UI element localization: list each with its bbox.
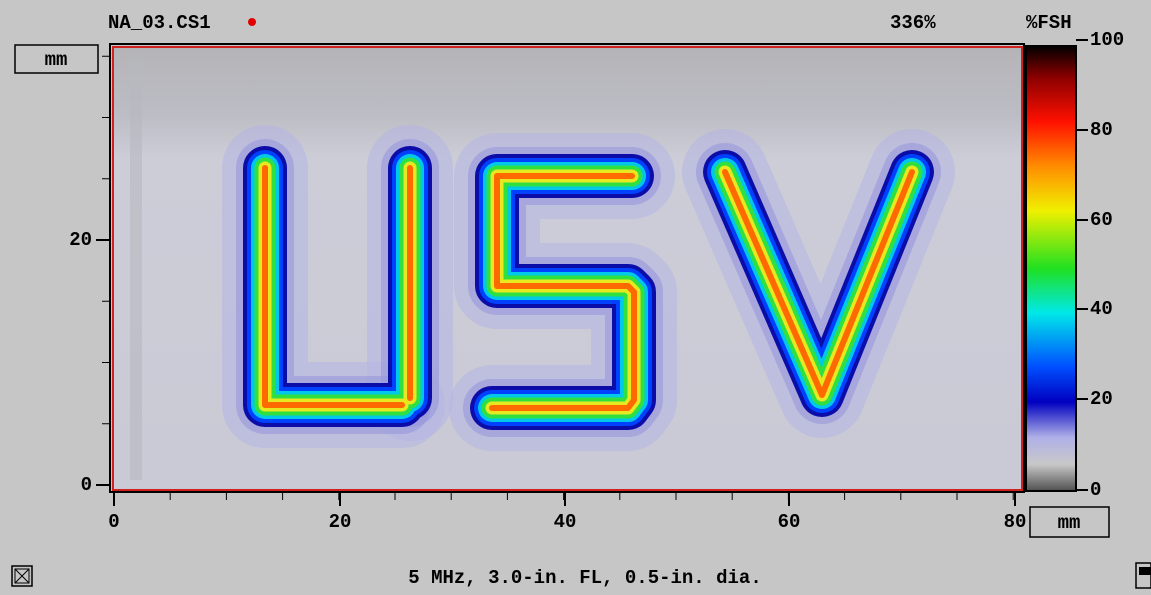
y-unit: mm (45, 49, 68, 71)
colorbar-tick-label: 80 (1090, 119, 1113, 141)
colorbar (1026, 46, 1076, 491)
x-tick-label: 80 (1004, 511, 1027, 533)
unit-label: %FSH (1026, 12, 1072, 34)
colorbar-tick-label: 100 (1090, 29, 1124, 51)
x-tick-label: 20 (329, 511, 352, 533)
scan-edge (130, 60, 142, 480)
x-tick-label: 40 (554, 511, 577, 533)
corner-icon[interactable] (1136, 563, 1151, 588)
x-tick-label: 60 (778, 511, 801, 533)
colorbar-tick-label: 60 (1090, 209, 1113, 231)
gain: 336% (890, 12, 936, 34)
colorbar-tick-label: 0 (1090, 479, 1101, 501)
colorbar-tick-label: 40 (1090, 298, 1113, 320)
x-unit: mm (1058, 512, 1081, 534)
y-tick-label: 0 (81, 474, 92, 496)
colorbar-tick-label: 20 (1090, 388, 1113, 410)
close-icon[interactable] (12, 566, 32, 586)
file-name: NA_03.CS1 (108, 12, 211, 34)
x-tick-label: 0 (108, 511, 119, 533)
status-dot (248, 18, 256, 26)
cscan-window: NA_03.CS1 336% %FSH mm mm 5 MHz, 3.0-in.… (0, 0, 1151, 595)
y-tick-label: 20 (69, 229, 92, 251)
caption: 5 MHz, 3.0-in. FL, 0.5-in. dia. (408, 567, 761, 589)
